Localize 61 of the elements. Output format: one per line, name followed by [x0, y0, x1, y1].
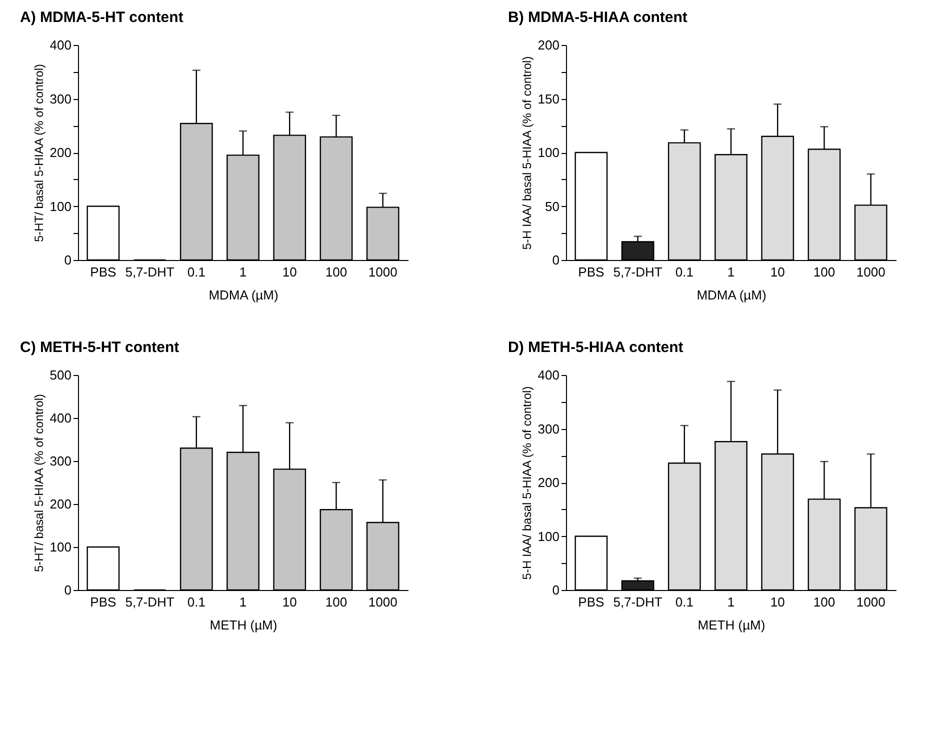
y-tick-label: 100	[50, 540, 72, 554]
x-tick-label: 1	[727, 594, 735, 610]
x-axis-title: METH (µM)	[698, 618, 766, 632]
y-tick-label: 0	[64, 582, 72, 598]
y-tick-label: 300	[50, 454, 72, 468]
x-axis-title: MDMA (µM)	[208, 288, 278, 302]
y-tick-label: 400	[50, 410, 72, 426]
x-tick-label: PBS	[90, 264, 117, 280]
chart-title: A) MDMA-5-HT content	[20, 9, 184, 26]
y-tick-label: 100	[50, 198, 72, 214]
y-tick-label: 0	[552, 582, 560, 598]
y-axis-title: 5-HT/ basal 5-HIAA (% of control)	[32, 64, 46, 242]
y-tick-label: 200	[50, 496, 72, 512]
x-tick-label: 10	[282, 264, 297, 280]
y-tick-label: 0	[552, 252, 560, 268]
y-tick-label: 100	[538, 145, 560, 160]
y-tick-label: 300	[50, 91, 72, 106]
y-axis-title: 5-HT/ basal 5-HIAA (% of control)	[32, 394, 46, 572]
x-tick-label: 1000	[368, 264, 398, 280]
x-tick-label: 5,7-DHT	[125, 594, 174, 610]
y-tick-label: 400	[50, 38, 72, 52]
x-tick-label: 1000	[368, 594, 398, 610]
y-tick-label: 300	[538, 421, 560, 436]
x-tick-label: 100	[813, 594, 836, 610]
x-tick-label: 10	[770, 264, 785, 280]
y-tick-label: 400	[538, 368, 560, 382]
x-tick-label: 10	[770, 594, 785, 610]
x-tick-label: 0.1	[675, 594, 694, 610]
y-tick-label: 200	[50, 145, 72, 160]
x-tick-label: 100	[325, 594, 348, 610]
x-tick-label: 0.1	[187, 264, 206, 280]
x-axis-title: MDMA (µM)	[696, 288, 766, 302]
x-tick-label: PBS	[578, 264, 605, 280]
x-tick-label: 1000	[856, 264, 886, 280]
y-tick-label: 50	[545, 198, 560, 214]
x-tick-label: PBS	[578, 594, 605, 610]
x-tick-label: 100	[813, 264, 836, 280]
chart-title: B) MDMA-5-HIAA content	[508, 9, 688, 26]
x-tick-label: 5,7-DHT	[613, 594, 662, 610]
chart-title: C) METH-5-HT content	[20, 339, 180, 356]
x-tick-label: 10	[282, 594, 297, 610]
y-axis-title: 5-H IAA/ basal 5-HIAA (% of control)	[520, 56, 534, 250]
x-tick-label: 1	[239, 594, 247, 610]
chart-title: D) METH-5-HIAA content	[508, 339, 684, 356]
x-tick-label: 1	[239, 264, 247, 280]
x-tick-label: 5,7-DHT	[125, 264, 174, 280]
y-tick-label: 0	[64, 252, 72, 268]
y-tick-label: 200	[538, 38, 560, 52]
x-tick-label: PBS	[90, 594, 117, 610]
x-tick-label: 0.1	[187, 594, 206, 610]
x-axis-title: METH (µM)	[210, 618, 278, 632]
x-tick-label: 1000	[856, 594, 886, 610]
x-tick-label: 5,7-DHT	[613, 264, 662, 280]
x-tick-label: 100	[325, 264, 348, 280]
x-tick-label: 1	[727, 264, 735, 280]
y-tick-label: 100	[538, 528, 560, 544]
y-tick-label: 200	[538, 475, 560, 490]
y-axis-title: 5-H IAA/ basal 5-HIAA (% of control)	[520, 386, 534, 580]
y-tick-label: 150	[538, 91, 560, 106]
x-tick-label: 0.1	[675, 264, 694, 280]
y-tick-label: 500	[50, 368, 72, 382]
